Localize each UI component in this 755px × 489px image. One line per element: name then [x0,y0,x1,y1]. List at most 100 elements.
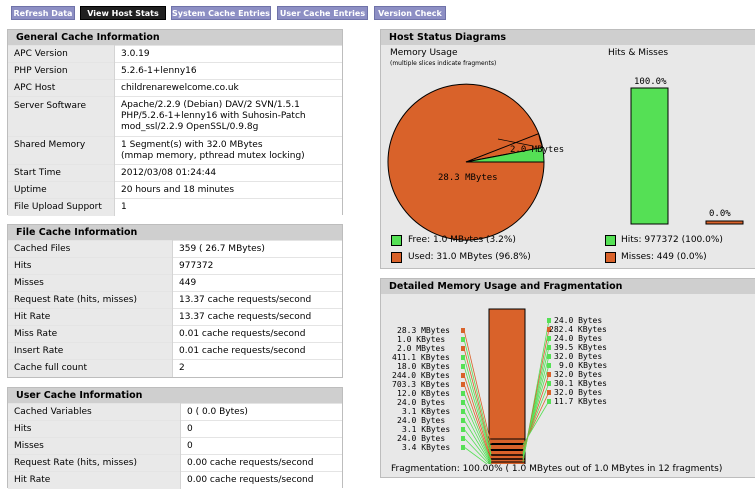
fragment-marker [461,373,465,378]
row-value: 0.00 cache requests/second [180,471,342,489]
table-row: Miss Rate 0.01 cache requests/second [8,325,342,343]
server-software-line: PHP/5.2.6-1+lenny16 with Suhosin-Patch [121,111,306,121]
row-key: Cached Files [8,240,173,258]
free-legend-label: Free: 1.0 MBytes (3.2%) [408,235,516,245]
row-value: 1 [114,198,342,216]
row-value: 20 hours and 18 minutes [114,181,342,199]
memory-usage-panel: Memory Usage (multiple slices indicate f… [383,46,596,268]
table-row: Hits 0 [8,420,342,438]
version-check-button[interactable]: Version Check [374,6,446,20]
fragment-marker [547,363,551,368]
fragment-label-right: 24.0 Bytes [554,316,602,325]
fragment-marker [461,391,465,396]
fragment-label-left: 411.1 KBytes [392,353,450,362]
fragment-label-left: 3.4 KBytes [402,443,450,452]
fragment-marker [461,364,465,369]
server-software-line: Apache/2.2.9 (Debian) DAV/2 SVN/1.5.1 [121,100,300,110]
table-row: Request Rate (hits, misses) 13.37 cache r… [8,291,342,309]
fragment-marker [461,409,465,414]
view-host-stats-button[interactable]: View Host Stats [80,6,166,20]
misses-legend-label: Misses: 449 (0.0%) [621,252,707,262]
table-row: Start Time 2012/03/08 01:24:44 [8,164,342,182]
fragment-link [463,446,488,464]
system-cache-entries-button[interactable]: System Cache Entries [171,6,271,20]
row-key: Request Rate (hits, misses) [8,454,181,472]
server-software-line: mod_ssl/2.2.9 OpenSSL/0.9.8g [121,122,259,132]
row-key: APC Host [8,79,115,97]
row-key: Hit Rate [8,308,173,326]
pie-label-big: 28.3 MBytes [438,173,498,183]
row-value: 3.0.19 [114,45,342,63]
hits-legend-swatch [605,235,616,246]
row-value: 0 [180,420,342,438]
memory-block-fragments [488,438,526,464]
fragment-link [463,347,492,453]
hits-legend-label: Hits: 977372 (100.0%) [621,235,723,245]
user-cache-table: Cached Variables 0 ( 0.0 Bytes) Hits 0 Mis… [8,403,342,489]
row-key: Hits [8,420,181,438]
row-key: Cache full count [8,359,173,377]
row-value: 2012/03/08 01:24:44 [114,164,342,182]
memory-pie-chart: 28.3 MBytes 2.0 MBytes [387,83,564,241]
memory-usage-title: Memory Usage [390,48,458,58]
row-value: 0.01 cache requests/second [172,325,342,343]
fragment-marker [461,418,465,423]
fragment-label-left: 703.3 KBytes [392,380,450,389]
fragment-link [463,428,491,464]
table-row: Insert Rate 0.01 cache requests/second [8,342,342,360]
fragment-link [463,437,490,464]
memory-usage-subtitle: (multiple slices indicate fragments) [390,60,497,67]
user-cache-entries-button[interactable]: User Cache Entries [277,6,368,20]
row-value: 359 ( 26.7 MBytes) [172,240,342,258]
fragment-link [463,410,492,464]
row-value: 0.00 cache requests/second [180,454,342,472]
user-cache-panel: User Cache Information Cached Variables 0… [7,387,343,489]
hits-misses-title: Hits & Misses [608,48,669,58]
fragment-marker [461,328,465,333]
table-row: Shared Memory 1 Segment(s) with 32.0 MBy… [8,136,342,165]
fragment-label-left: 28.3 MBytes [397,326,450,335]
row-key: Start Time [8,164,115,182]
table-row: Cache full count 2 [8,359,342,377]
hits-misses-panel: Hits & Misses 100.0% 0.0% Hits: 977372 (… [598,46,755,268]
row-value: 13.37 cache requests/second [172,308,342,326]
row-key: Shared Memory [8,136,115,165]
fragment-marker [547,354,551,359]
host-status-title: Host Status Diagrams [381,30,755,45]
fragment-marker [547,318,551,323]
row-key: Insert Rate [8,342,173,360]
table-row: Cached Variables 0 ( 0.0 Bytes) [8,403,342,421]
fragment-link [463,356,492,455]
file-cache-panel: File Cache Information Cached Files 359 (… [7,224,343,378]
fragment-link [463,365,492,457]
fragment-marker [547,381,551,386]
row-key: Hit Rate [8,471,181,489]
fragment-link [463,329,492,445]
fragment-label-right: 30.1 KBytes [554,379,607,388]
row-key: Request Rate (hits, misses) [8,291,173,309]
fragmentation-summary: Fragmentation: 100.00% ( 1.0 MBytes out … [391,464,723,474]
fragment-label-left: 3.1 KBytes [402,425,450,434]
row-value: 2 [172,359,342,377]
fragment-marker [461,346,465,351]
fragment-label-right: 32.0 Bytes [554,370,602,379]
host-status-panel: Host Status Diagrams Memory Usage (multi… [380,29,755,269]
table-row: Request Rate (hits, misses) 0.00 cache re… [8,454,342,472]
fragment-marker [547,390,551,395]
fragment-link [463,338,492,450]
pie-label-small: 2.0 MBytes [510,145,564,155]
user-cache-title: User Cache Information [8,388,342,403]
refresh-data-button[interactable]: Refresh Data [11,6,75,20]
memory-block-used [488,308,526,464]
fragment-marker [461,436,465,441]
detailed-memory-panel: Detailed Memory Usage and Fragmentation [380,278,755,478]
table-row: Server Software Apache/2.2.9 (Debian) DA… [8,96,342,137]
pie-slice-free [465,146,545,163]
row-value: childrenarewelcome.co.uk [114,79,342,97]
fragment-label-left: 1.0 KBytes [397,335,445,344]
fragment-label-right: 282.4 KBytes [549,325,607,334]
fragment-marker [547,345,551,350]
used-legend-label: Used: 31.0 MBytes (96.8%) [408,252,531,262]
fragment-link [463,401,492,463]
row-key: Hits [8,257,173,275]
